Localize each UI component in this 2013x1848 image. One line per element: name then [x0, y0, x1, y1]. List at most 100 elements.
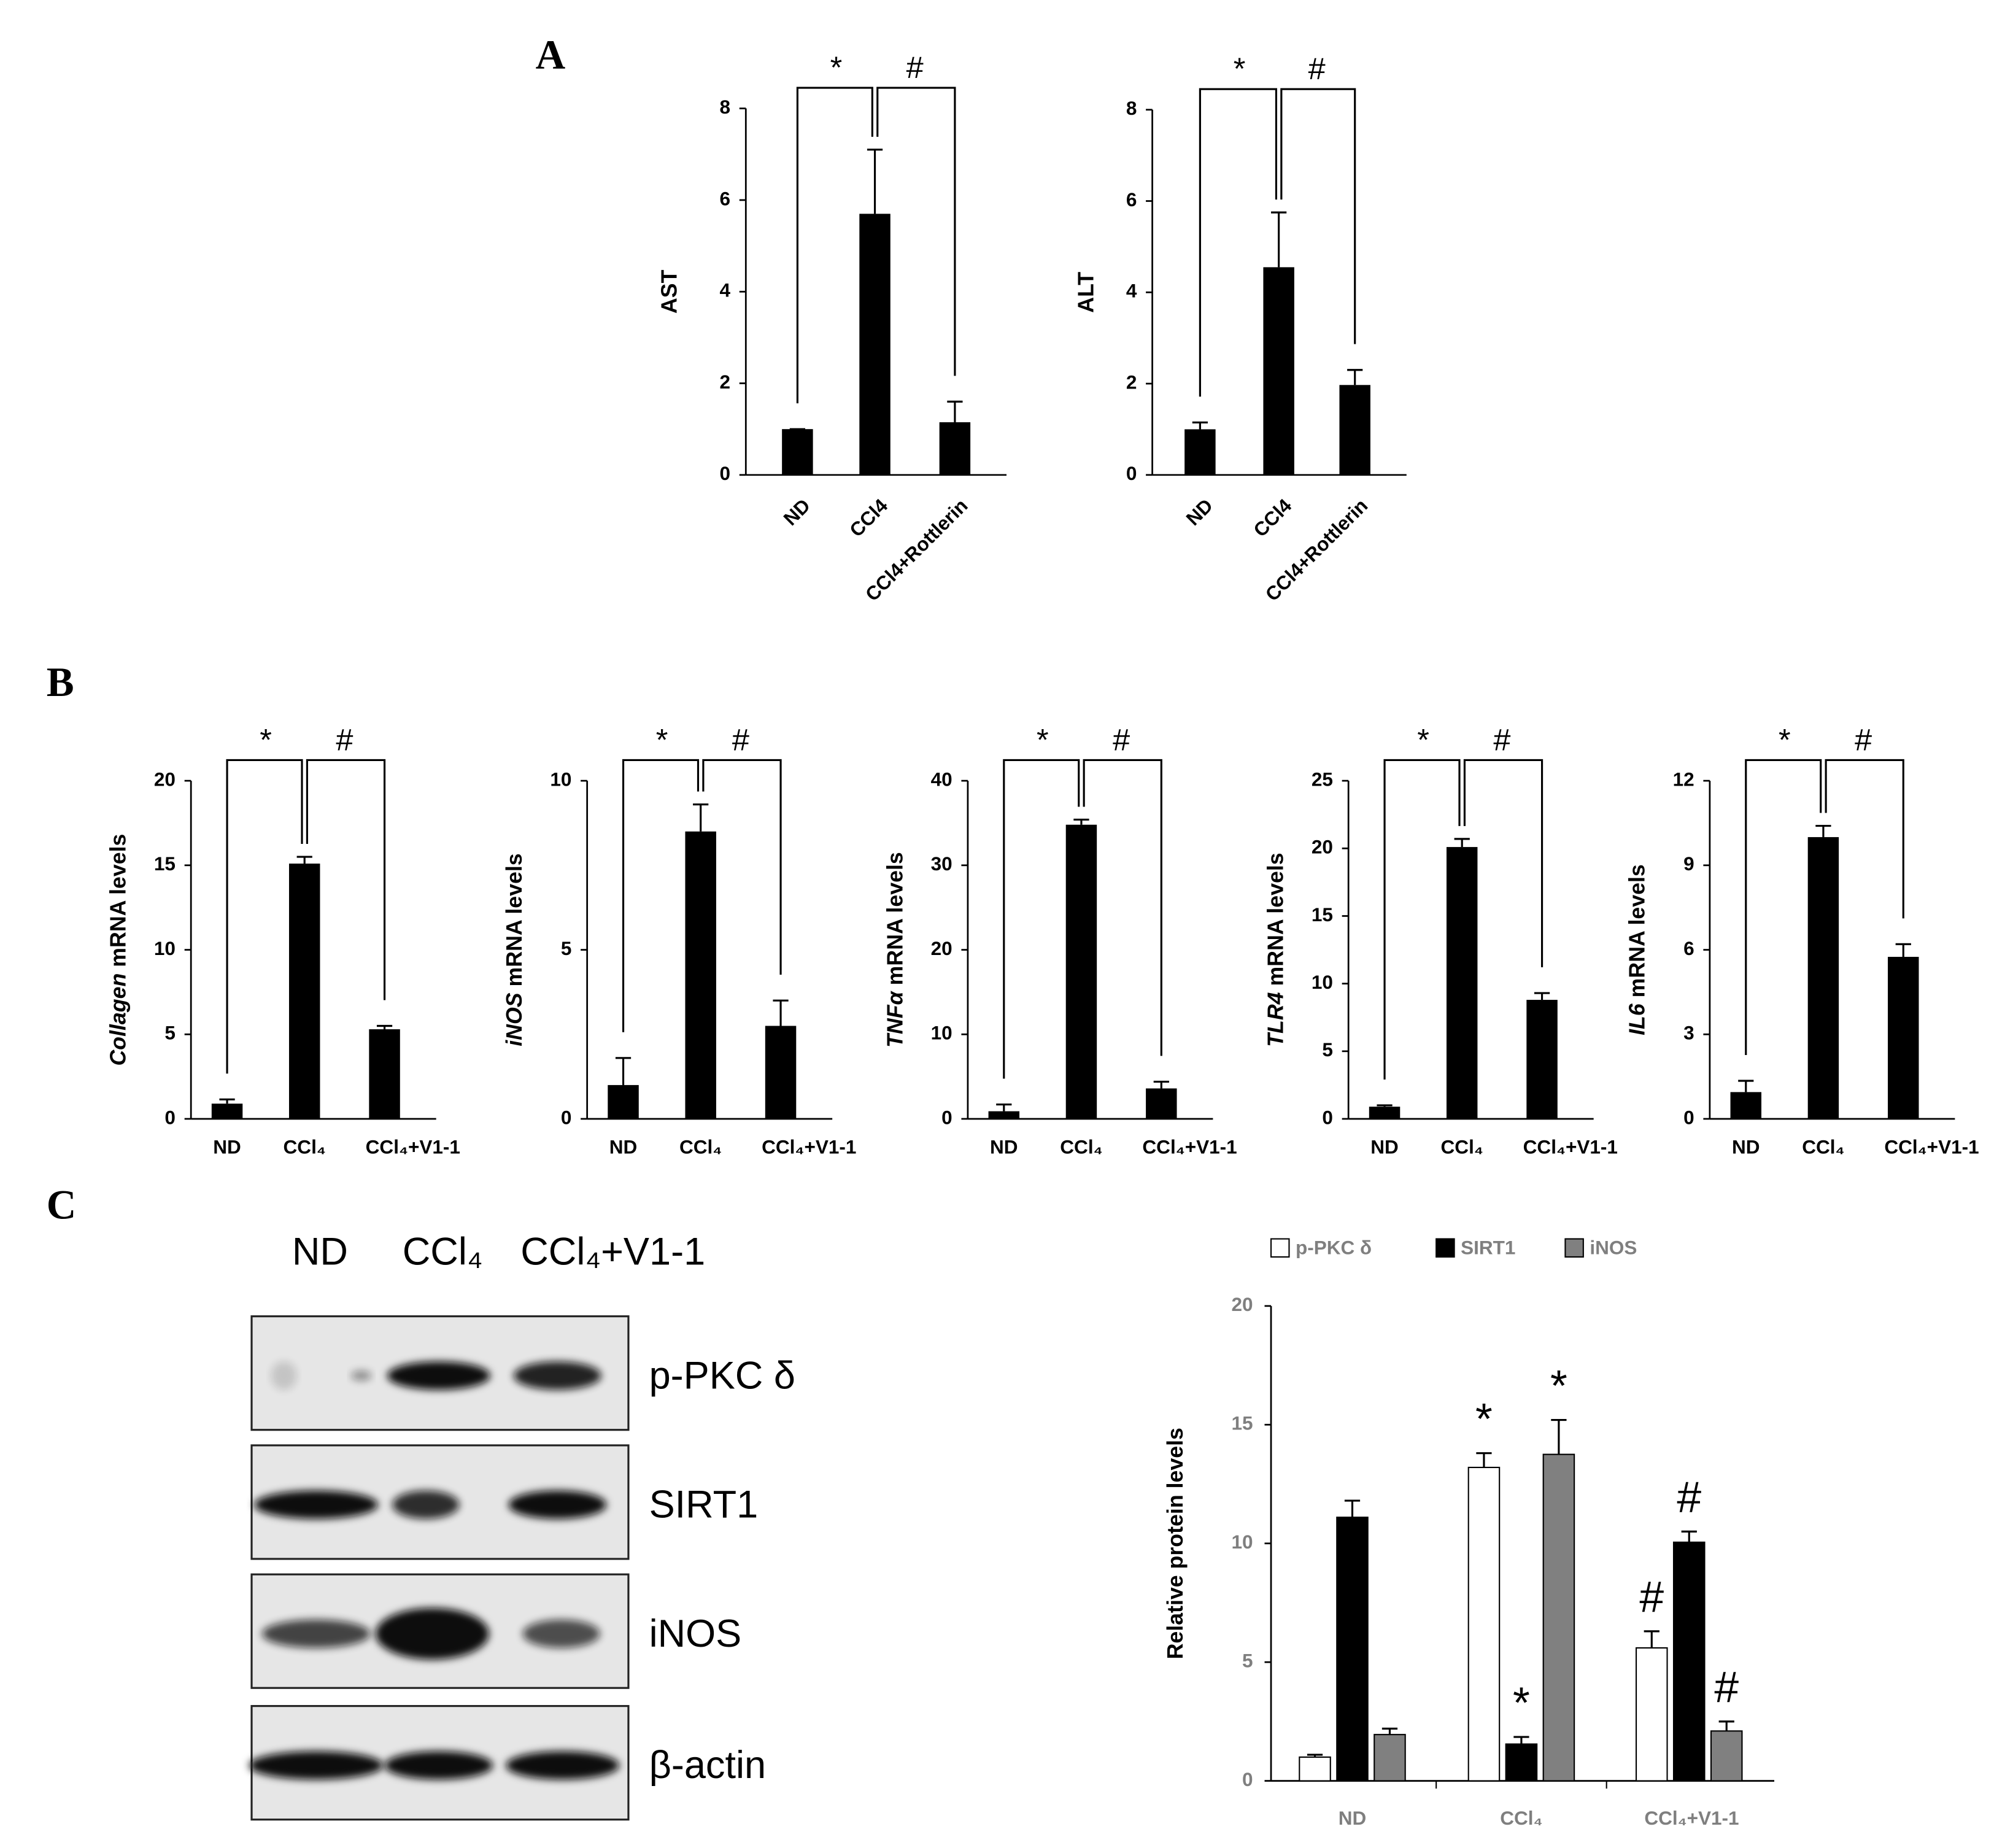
legend-swatch	[1270, 1238, 1290, 1258]
bar	[369, 1029, 400, 1119]
significance-label: #	[1677, 1473, 1701, 1522]
bar	[1369, 1107, 1401, 1119]
x-tick-label: CCl₄	[1500, 1807, 1542, 1829]
y-tick-label: 5	[1322, 1038, 1333, 1061]
x-tick-label: CCl₄	[1060, 1136, 1102, 1158]
significance-label: #	[336, 722, 353, 757]
y-tick-label: 9	[1683, 852, 1694, 875]
y-tick-label: 10	[931, 1022, 952, 1044]
x-tick-label: ND	[609, 1136, 638, 1158]
x-tick-label: CCl₄+V1-1	[1523, 1136, 1618, 1158]
bar	[288, 864, 320, 1119]
significance-bracket	[876, 87, 956, 376]
significance-label: #	[732, 722, 749, 757]
bar	[1146, 1088, 1177, 1119]
blot-band	[350, 1370, 372, 1381]
y-tick-label: 4	[720, 279, 731, 301]
blot-band	[513, 1361, 601, 1390]
legend-label: SIRT1	[1461, 1237, 1515, 1259]
x-tick-label: CCl4	[1249, 494, 1296, 541]
significance-bracket	[1280, 88, 1356, 344]
x-tick-label: ND	[1370, 1136, 1399, 1158]
bar	[988, 1111, 1020, 1119]
y-tick-label: 2	[720, 371, 731, 393]
x-tick-label: ND	[990, 1136, 1018, 1158]
significance-label: *	[830, 50, 843, 85]
bar	[1636, 1647, 1668, 1782]
bar	[1339, 385, 1370, 475]
blot-band	[261, 1619, 371, 1649]
y-tick-label: 15	[1232, 1412, 1253, 1434]
y-axis-label-text: mRNA levels	[1625, 864, 1650, 1003]
bar	[1807, 837, 1839, 1119]
y-axis-label-gene: IL6	[1625, 1003, 1650, 1035]
y-axis-label: iNOS mRNA levels	[502, 853, 527, 1046]
x-tick-label: ND	[1732, 1136, 1760, 1158]
y-tick-label: 0	[1126, 462, 1137, 484]
bar	[1374, 1734, 1406, 1782]
y-tick-label: 10	[550, 768, 571, 790]
blot-lane-label: CCl₄	[403, 1230, 483, 1273]
significance-label: *	[1475, 1394, 1493, 1444]
y-axis-label: AST	[657, 269, 682, 314]
bar	[782, 429, 813, 475]
blot-band	[392, 1490, 460, 1519]
bar	[1526, 1000, 1558, 1119]
x-tick-label: CCl₄	[1441, 1136, 1483, 1158]
y-tick-label: 0	[1322, 1106, 1333, 1128]
bar	[1446, 847, 1478, 1119]
significance-label: #	[1493, 722, 1510, 757]
y-tick-label: 0	[941, 1106, 952, 1128]
x-tick-label: CCl4	[845, 494, 892, 541]
panel-label: C	[47, 1182, 77, 1228]
significance-bracket	[796, 87, 873, 404]
blot-band	[506, 1751, 620, 1780]
x-tick-label: CCl₄+V1-1	[366, 1136, 460, 1158]
blot-lane-label: CCl₄+V1-1	[520, 1230, 705, 1273]
y-axis-label-text: mRNA levels	[502, 853, 527, 992]
bar	[1263, 267, 1294, 475]
bar	[1299, 1756, 1331, 1782]
y-axis-label: TNFα mRNA levels	[883, 852, 908, 1048]
significance-bracket	[1003, 759, 1080, 1079]
y-tick-label: 20	[154, 768, 176, 790]
legend-label: iNOS	[1590, 1237, 1637, 1259]
bar	[765, 1026, 797, 1119]
y-axis-label-text: ALT	[1074, 272, 1099, 313]
significance-bracket	[702, 759, 782, 975]
blot-band	[249, 1751, 384, 1780]
y-tick-label: 10	[1312, 971, 1333, 993]
y-tick-label: 20	[1232, 1293, 1253, 1315]
significance-label: *	[1417, 722, 1429, 757]
y-tick-label: 20	[1312, 836, 1333, 858]
bar	[1542, 1453, 1575, 1782]
blot-band	[375, 1607, 489, 1660]
bar	[1184, 429, 1216, 475]
y-axis-label-text: mRNA levels	[1264, 852, 1288, 992]
y-tick-label: 5	[1242, 1649, 1253, 1671]
x-tick-label: ND	[779, 494, 814, 530]
significance-label: #	[906, 50, 924, 85]
significance-label: *	[1779, 722, 1791, 757]
y-tick-label: 12	[1673, 768, 1694, 790]
blot-lane-label: ND	[292, 1230, 348, 1273]
y-axis-label-gene: TNFα	[883, 990, 908, 1047]
bar	[685, 831, 716, 1119]
bar	[1672, 1541, 1706, 1782]
y-axis-label-text: mRNA levels	[883, 852, 908, 991]
panel-label: A	[536, 32, 566, 78]
y-tick-label: 15	[154, 852, 176, 875]
y-tick-label: 30	[931, 852, 952, 875]
significance-label: #	[1308, 51, 1326, 86]
y-axis-label-gene: TLR4	[1264, 992, 1288, 1046]
significance-bracket	[1463, 759, 1544, 968]
x-tick-label: CCl₄+V1-1	[1644, 1807, 1739, 1829]
bar	[1065, 824, 1097, 1119]
y-axis-label: ALT	[1074, 272, 1099, 313]
x-tick-label: CCl₄+V1-1	[1884, 1136, 1979, 1158]
blot-band	[384, 1751, 493, 1780]
y-axis-label-gene: Collagen	[106, 973, 131, 1066]
y-tick-label: 3	[1683, 1022, 1694, 1044]
blot-row-label: SIRT1	[649, 1483, 759, 1526]
